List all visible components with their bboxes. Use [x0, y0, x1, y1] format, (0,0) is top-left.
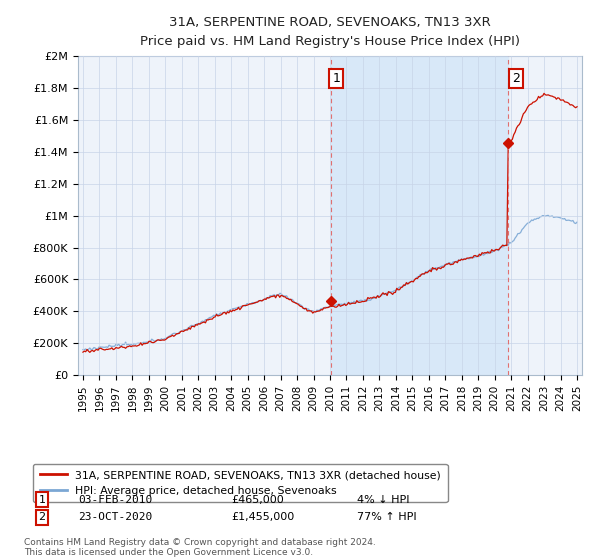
Text: £1,455,000: £1,455,000 — [231, 512, 294, 522]
Text: £465,000: £465,000 — [231, 494, 284, 505]
Text: 1: 1 — [332, 72, 340, 85]
Text: 1: 1 — [38, 494, 46, 505]
Text: 23-OCT-2020: 23-OCT-2020 — [78, 512, 152, 522]
Legend: 31A, SERPENTINE ROAD, SEVENOAKS, TN13 3XR (detached house), HPI: Average price, : 31A, SERPENTINE ROAD, SEVENOAKS, TN13 3X… — [33, 464, 448, 502]
Text: Contains HM Land Registry data © Crown copyright and database right 2024.
This d: Contains HM Land Registry data © Crown c… — [24, 538, 376, 557]
Text: 2: 2 — [38, 512, 46, 522]
Bar — [331, 56, 508, 375]
Text: 77% ↑ HPI: 77% ↑ HPI — [357, 512, 416, 522]
Text: 2: 2 — [512, 72, 520, 85]
Title: 31A, SERPENTINE ROAD, SEVENOAKS, TN13 3XR
Price paid vs. HM Land Registry's Hous: 31A, SERPENTINE ROAD, SEVENOAKS, TN13 3X… — [140, 16, 520, 48]
Text: 03-FEB-2010: 03-FEB-2010 — [78, 494, 152, 505]
Text: 4% ↓ HPI: 4% ↓ HPI — [357, 494, 409, 505]
